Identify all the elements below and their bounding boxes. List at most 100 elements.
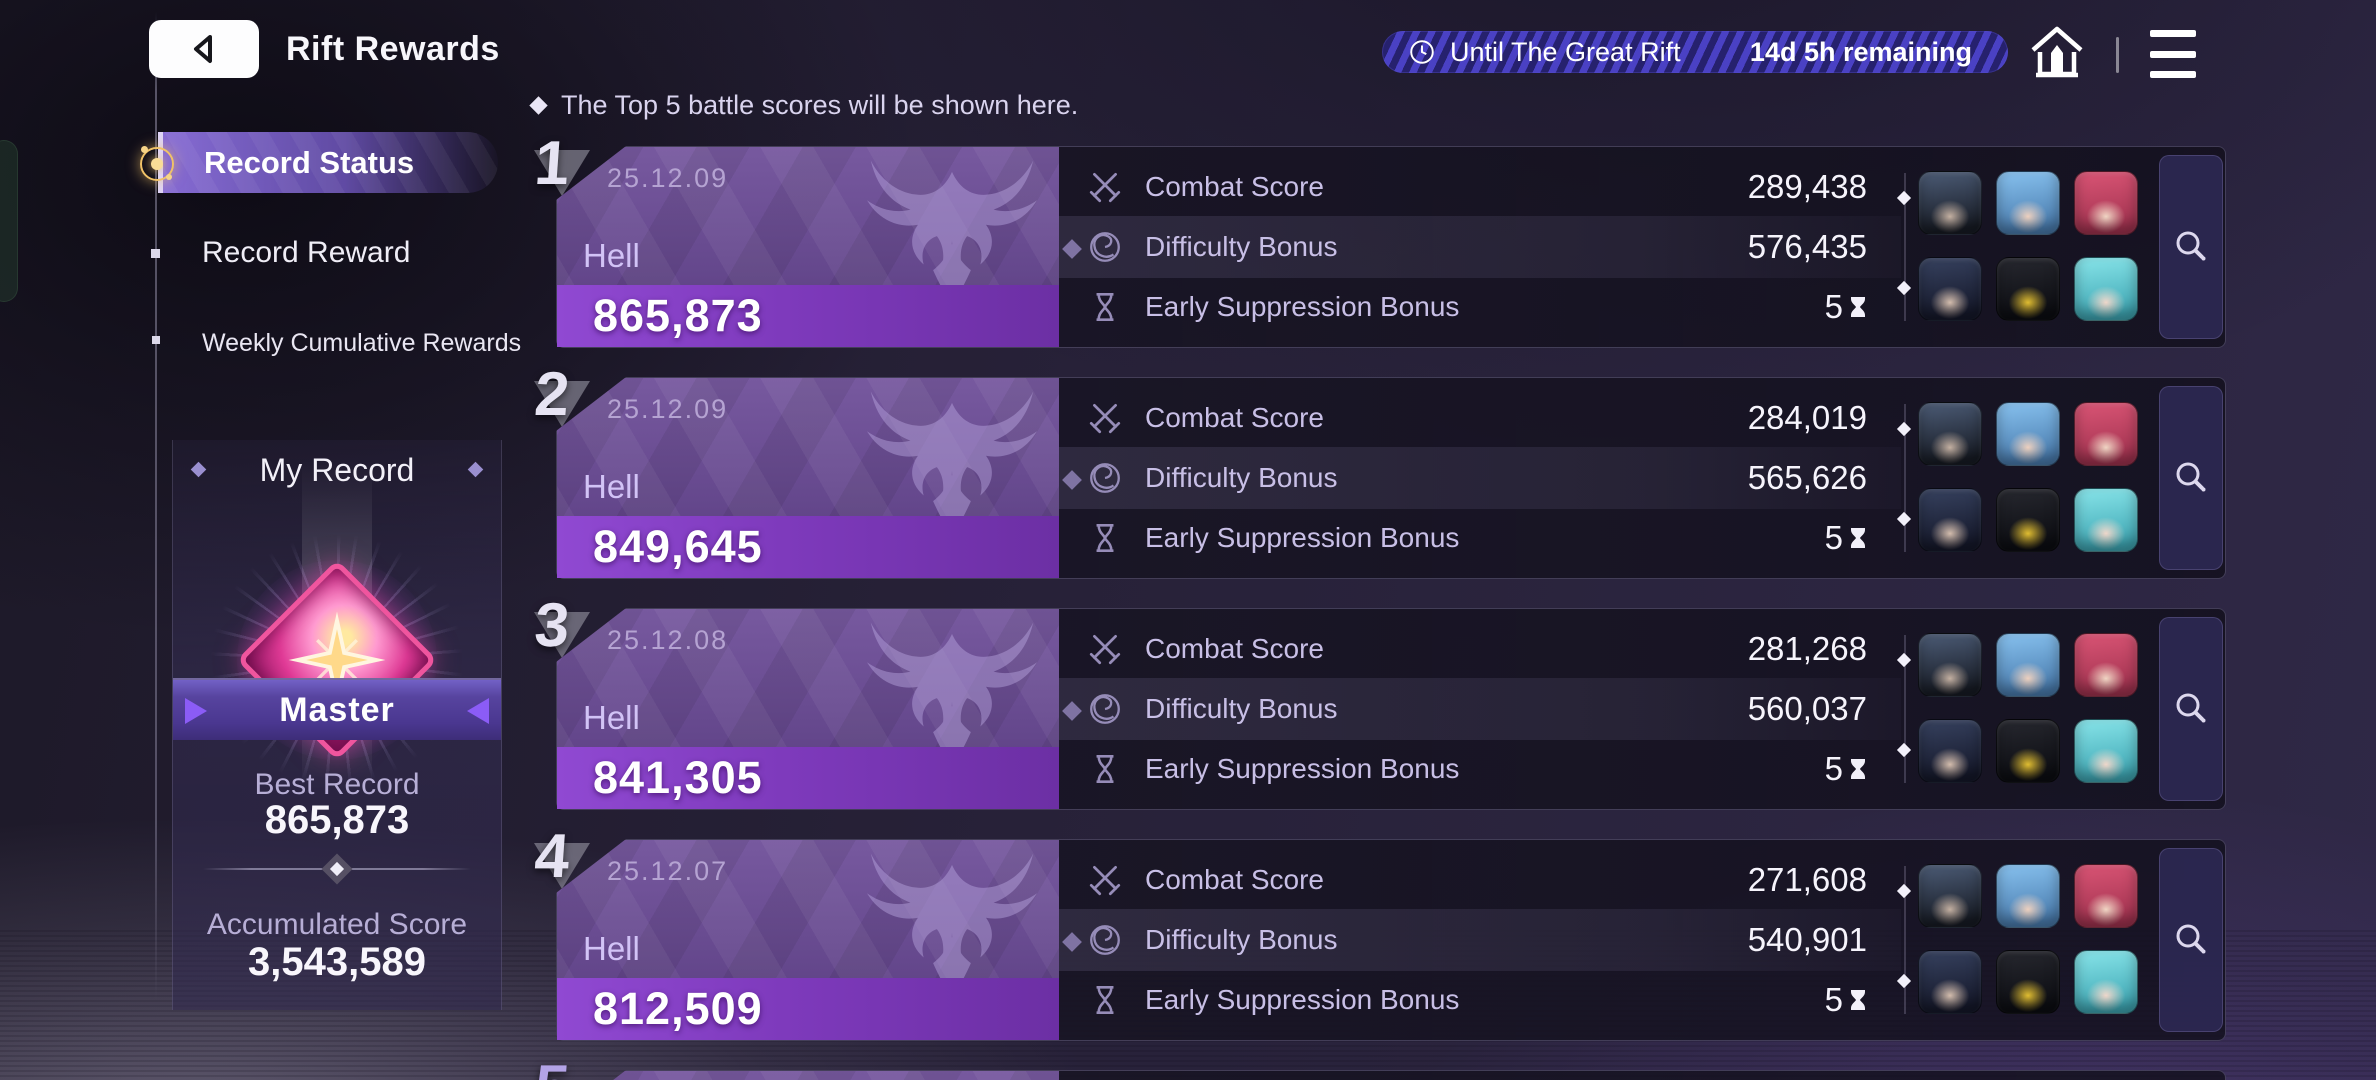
difficulty-name: Hell (583, 930, 640, 967)
hourglass-fill-icon (1849, 296, 1867, 318)
hourglass-icon (1087, 520, 1123, 556)
early-suppression-row: Early Suppression Bonus 5 (1087, 742, 1867, 796)
record-card: 25.12.07 Hell 812,509 Combat Score 271,6… (556, 839, 2226, 1041)
stat-label: Combat Score (1145, 171, 1324, 202)
total-score: 849,645 (593, 521, 763, 572)
avatar-pink-hair-girl (2074, 633, 2138, 697)
best-record-value: 865,873 (264, 798, 410, 842)
sidebar-item-record-status[interactable]: Record Status (158, 132, 498, 193)
sidebar-item-label: Record Status (204, 144, 415, 180)
back-arrow-icon (194, 35, 212, 63)
vortex-icon (1087, 460, 1123, 496)
total-score: 812,509 (593, 983, 763, 1034)
score-breakdown: Combat Score 281,268 Difficulty Bonus 56… (1041, 619, 1901, 799)
avatar-yellow-skull-mech (1996, 950, 2060, 1014)
best-record-label: Best Record (254, 768, 420, 801)
sidebar-guide-line (155, 12, 157, 1000)
avatar-pink-hair-girl (2074, 402, 2138, 466)
record-row: 1 25.12.09 Hell 865,873 Combat Score 289… (0, 129, 2376, 348)
diamond-marker-icon (1896, 652, 1912, 668)
home-button[interactable] (2026, 22, 2088, 82)
record-row-partial: 5 (0, 1053, 2376, 1080)
bullet-icon (151, 249, 160, 258)
tier-name: Master (279, 690, 395, 729)
stat-value: 560,037 (1747, 690, 1867, 727)
diamond-bullet-icon (529, 96, 548, 115)
timer-remaining: 14d 5h remaining (1749, 36, 1972, 67)
stat-value: 5 (1825, 288, 1867, 326)
crossed-swords-icon (1087, 631, 1123, 667)
score-breakdown: Combat Score 271,608 Difficulty Bonus 54… (1041, 850, 1901, 1030)
stat-label: Early Suppression Bonus (1145, 291, 1460, 322)
team-divider-line (1904, 866, 1906, 1014)
stat-value: 5 (1825, 519, 1867, 557)
diamond-marker-icon (1896, 883, 1912, 899)
stat-label: Combat Score (1145, 633, 1324, 664)
magnifier-icon (2171, 689, 2211, 729)
inspect-record-button[interactable] (2159, 848, 2223, 1032)
sidebar-item-weekly-cumulative-rewards[interactable]: Weekly Cumulative Rewards (202, 323, 521, 363)
score-band: 841,305 (557, 747, 1059, 809)
early-suppression-row: Early Suppression Bonus 5 (1087, 280, 1867, 334)
score-breakdown: Combat Score 284,019 Difficulty Bonus 56… (1041, 388, 1901, 568)
inspect-record-button[interactable] (2159, 617, 2223, 801)
menu-button[interactable] (2150, 30, 2196, 78)
difficulty-panel: 25.12.07 Hell 812,509 (557, 840, 1059, 1040)
difficulty-panel: 25.12.08 Hell 841,305 (557, 609, 1059, 809)
rank-number: 4 (532, 822, 572, 891)
rift-timer-banner: Until The Great Rift 14d 5h remaining (1382, 31, 2008, 73)
record-row: 2 25.12.09 Hell 849,645 Combat Score 284… (0, 360, 2376, 579)
stat-value: 5 (1825, 981, 1867, 1019)
clock-icon (1410, 40, 1434, 64)
difficulty-panel (557, 1071, 1059, 1080)
avatar-dark-hair-girl (1918, 950, 1982, 1014)
score-breakdown: Combat Score 289,438 Difficulty Bonus 57… (1041, 157, 1901, 337)
record-card (556, 1070, 2226, 1080)
avatar-teal-hair-glasses (2074, 488, 2138, 552)
record-date: 25.12.09 (607, 163, 729, 193)
total-score: 841,305 (593, 752, 763, 803)
record-card: 25.12.08 Hell 841,305 Combat Score 281,2… (556, 608, 2226, 810)
sidebar-item-record-reward[interactable]: Record Reward (202, 233, 410, 273)
note-text: The Top 5 battle scores will be shown he… (561, 90, 1079, 120)
sidebar-item-label: Weekly Cumulative Rewards (202, 328, 522, 357)
early-suppression-row: Early Suppression Bonus 5 (1087, 511, 1867, 565)
hourglass-fill-icon (1849, 758, 1867, 780)
combat-score-row: Combat Score 281,268 (1087, 622, 1867, 676)
avatar-yellow-skull-mech (1996, 257, 2060, 321)
total-score: 865,873 (593, 290, 763, 341)
diamond-marker-icon (1896, 421, 1912, 437)
avatar-teal-hair-glasses (2074, 950, 2138, 1014)
difficulty-name: Hell (583, 699, 640, 736)
crossed-swords-icon (1087, 400, 1123, 436)
difficulty-bonus-row: Difficulty Bonus 565,626 (1041, 447, 1901, 509)
inspect-record-button[interactable] (2159, 386, 2223, 570)
timer-label: Until The Great Rift (1450, 36, 1681, 67)
back-button[interactable] (149, 20, 259, 78)
inspect-record-button[interactable] (2159, 155, 2223, 339)
top5-note: The Top 5 battle scores will be shown he… (529, 90, 1079, 121)
hourglass-icon (1087, 982, 1123, 1018)
stat-label: Combat Score (1145, 402, 1324, 433)
team-avatars (1918, 633, 2138, 783)
home-icon (2031, 26, 2083, 78)
accumulated-score-value: 3,543,589 (248, 940, 426, 984)
stat-label: Early Suppression Bonus (1145, 522, 1460, 553)
my-record-title: My Record (259, 452, 415, 488)
stat-value: 271,608 (1747, 861, 1867, 898)
difficulty-name: Hell (583, 237, 640, 274)
difficulty-bonus-row: Difficulty Bonus 576,435 (1041, 216, 1901, 278)
record-card: 25.12.09 Hell 849,645 Combat Score 284,0… (556, 377, 2226, 579)
record-row: 4 25.12.07 Hell 812,509 Combat Score 271… (0, 822, 2376, 1041)
sidebar-item-label: Record Reward (202, 236, 411, 269)
magnifier-icon (2171, 227, 2211, 267)
avatar-hooded-swordsman (1918, 864, 1982, 928)
stat-label: Combat Score (1145, 864, 1324, 895)
team-avatars (1918, 864, 2138, 1014)
difficulty-bonus-row: Difficulty Bonus 560,037 (1041, 678, 1901, 740)
diamond-marker-icon (1896, 742, 1912, 758)
right-triangle-icon (185, 698, 207, 724)
avatar-dark-hair-girl (1918, 719, 1982, 783)
vortex-icon (1087, 922, 1123, 958)
